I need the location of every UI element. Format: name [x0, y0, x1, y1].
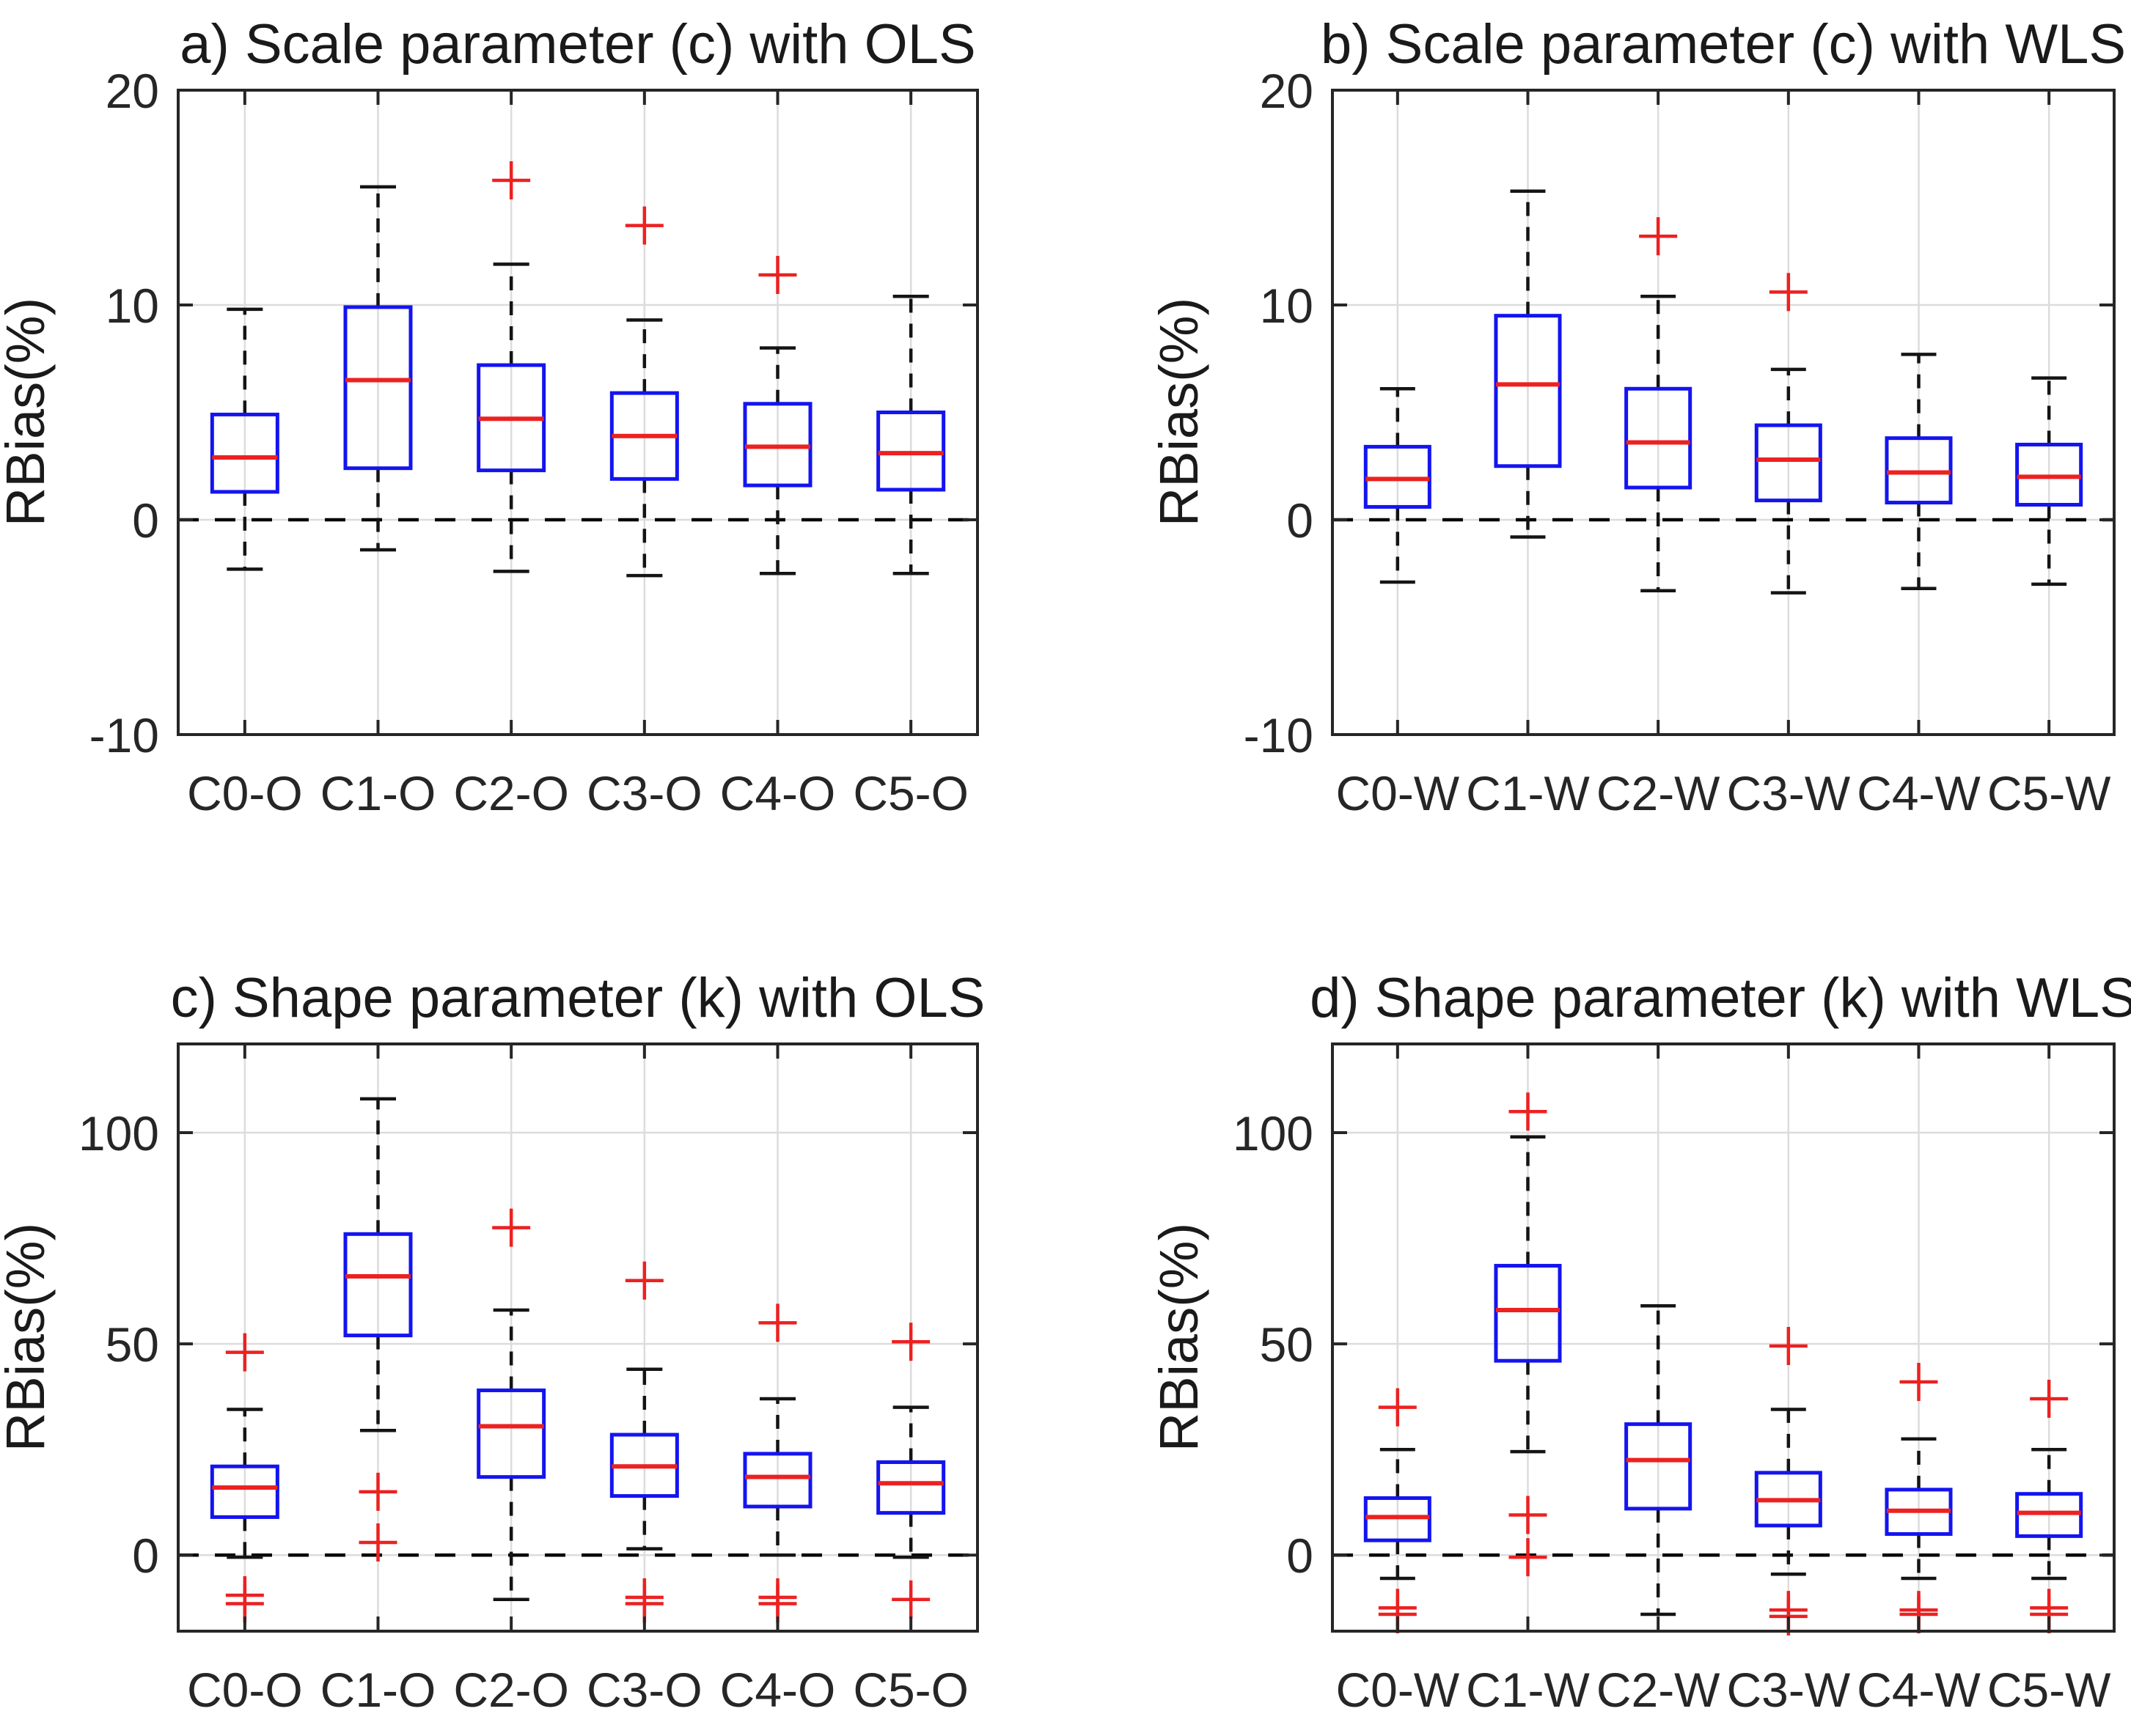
- panel-a-ylabel: RBias(%): [0, 298, 56, 526]
- x-category-label: C4-W: [1857, 1663, 1981, 1717]
- x-category-label: C2-O: [453, 1663, 569, 1717]
- y-tick-label: 20: [106, 64, 159, 118]
- boxplot-C5-O: [876, 295, 946, 575]
- y-tick-label: -10: [1244, 708, 1313, 762]
- x-category-label: C3-W: [1727, 766, 1851, 820]
- boxplot-C2-O: [477, 1208, 546, 1602]
- x-category-label: C0-O: [187, 1663, 303, 1717]
- y-tick-label: 10: [106, 279, 159, 333]
- panel-c-title: c) Shape parameter (k) with OLS: [171, 967, 986, 1029]
- y-tick-label: 100: [1233, 1106, 1313, 1161]
- x-category-label: C1-O: [320, 766, 436, 820]
- y-tick-label: 10: [1260, 279, 1313, 333]
- boxplot-C5-W: [2015, 1380, 2083, 1633]
- iqr-box: [343, 1232, 413, 1338]
- x-category-label: C2-W: [1596, 766, 1720, 820]
- x-category-label: C0-W: [1336, 766, 1460, 820]
- boxplot-C3-O: [609, 206, 679, 578]
- boxplot-C4-W: [1885, 1363, 1953, 1633]
- boxplot-C2-O: [477, 161, 546, 573]
- panel-b-plot-area: -10 0 10 20 C0-W C1-W C2-W C3-W C4-W C5-W: [1244, 64, 2116, 820]
- panel-d-plot-area: 0 50 100 C0-W C1-W C2-W C3-W C4-W C5-W: [1233, 1042, 2116, 1717]
- y-tick-label: 100: [78, 1106, 159, 1161]
- boxplot-C2-W: [1624, 217, 1692, 592]
- iqr-box: [1624, 386, 1692, 490]
- iqr-box: [1754, 423, 1822, 503]
- y-tick-label: 50: [1260, 1317, 1313, 1372]
- boxplot-C5-O: [876, 1323, 946, 1619]
- boxplot-C0-O: [210, 307, 279, 571]
- y-tick-label: 0: [1286, 1529, 1313, 1583]
- panel-b-title: b) Scale parameter (c) with WLS: [1321, 13, 2126, 76]
- x-category-label: C5-W: [1987, 1663, 2111, 1717]
- boxplot-C4-O: [743, 255, 813, 575]
- iqr-box: [210, 1464, 279, 1519]
- iqr-box: [1494, 1264, 1562, 1363]
- panel-c-ylabel: RBias(%): [0, 1223, 56, 1452]
- panel-a-plot-area: -10 0 10 20 C0-O C1-O C2-O C3-O C4-O C5-O: [89, 64, 979, 820]
- x-category-label: C4-O: [720, 1663, 836, 1717]
- iqr-box: [477, 1389, 546, 1479]
- x-category-label: C5-O: [853, 766, 969, 820]
- panel-a-title: a) Scale parameter (c) with OLS: [180, 13, 976, 76]
- y-tick-label: 0: [132, 1529, 159, 1583]
- x-category-label: C1-O: [320, 1663, 436, 1717]
- boxplot-C1-O: [343, 1097, 413, 1562]
- x-category-label: C1-W: [1466, 766, 1590, 820]
- boxplot-C4-W: [1885, 353, 1953, 591]
- boxplot-C0-O: [210, 1333, 279, 1623]
- iqr-box: [1494, 314, 1562, 468]
- iqr-box: [343, 305, 413, 471]
- y-tick-label: -10: [89, 708, 159, 762]
- panel-b-ylabel: RBias(%): [1148, 298, 1209, 526]
- y-tick-label: 0: [1286, 493, 1313, 548]
- iqr-box: [210, 412, 279, 494]
- panel-d-title: d) Shape parameter (k) with WLS: [1310, 967, 2131, 1029]
- x-category-label: C2-W: [1596, 1663, 1720, 1717]
- y-tick-label: 50: [106, 1317, 159, 1372]
- panel-c-plot-area: 0 50 100 C0-O C1-O C2-O C3-O C4-O C5-O: [78, 1042, 979, 1717]
- boxplot-C5-W: [2015, 376, 2083, 586]
- axes-border: [1331, 89, 2116, 736]
- x-category-label: C3-W: [1727, 1663, 1851, 1717]
- x-category-label: C5-O: [853, 1663, 969, 1717]
- axes-border: [1331, 1042, 2116, 1633]
- boxplot-C0-W: [1363, 387, 1431, 584]
- iqr-box: [743, 1452, 813, 1509]
- iqr-box: [876, 1460, 946, 1515]
- boxplot-C1-O: [343, 185, 413, 552]
- boxplot-C2-W: [1624, 1304, 1692, 1617]
- x-category-label: C0-W: [1336, 1663, 1460, 1717]
- iqr-box: [1624, 1422, 1692, 1511]
- axes-border: [177, 89, 979, 736]
- boxplot-C3-W: [1754, 1327, 1822, 1636]
- x-category-label: C4-W: [1857, 766, 1981, 820]
- x-category-label: C3-O: [587, 1663, 703, 1717]
- y-tick-label: 20: [1260, 64, 1313, 118]
- x-category-label: C2-O: [453, 766, 569, 820]
- axes-border: [177, 1042, 979, 1633]
- x-category-label: C3-O: [587, 766, 703, 820]
- boxplot-C1-W: [1494, 189, 1562, 539]
- boxplot-C0-W: [1363, 1388, 1431, 1633]
- x-category-label: C5-W: [1987, 766, 2111, 820]
- x-category-label: C0-O: [187, 766, 303, 820]
- panel-d-ylabel: RBias(%): [1148, 1223, 1209, 1452]
- x-category-label: C4-O: [720, 766, 836, 820]
- boxplot-C4-O: [743, 1303, 813, 1623]
- x-category-label: C1-W: [1466, 1663, 1590, 1717]
- boxplot-C1-W: [1494, 1092, 1562, 1577]
- y-tick-label: 0: [132, 493, 159, 548]
- boxplot-C3-W: [1754, 273, 1822, 595]
- boxplot-C3-O: [609, 1261, 679, 1623]
